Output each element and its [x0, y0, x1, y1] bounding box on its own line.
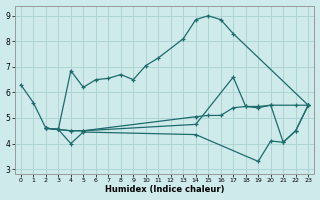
X-axis label: Humidex (Indice chaleur): Humidex (Indice chaleur): [105, 185, 224, 194]
